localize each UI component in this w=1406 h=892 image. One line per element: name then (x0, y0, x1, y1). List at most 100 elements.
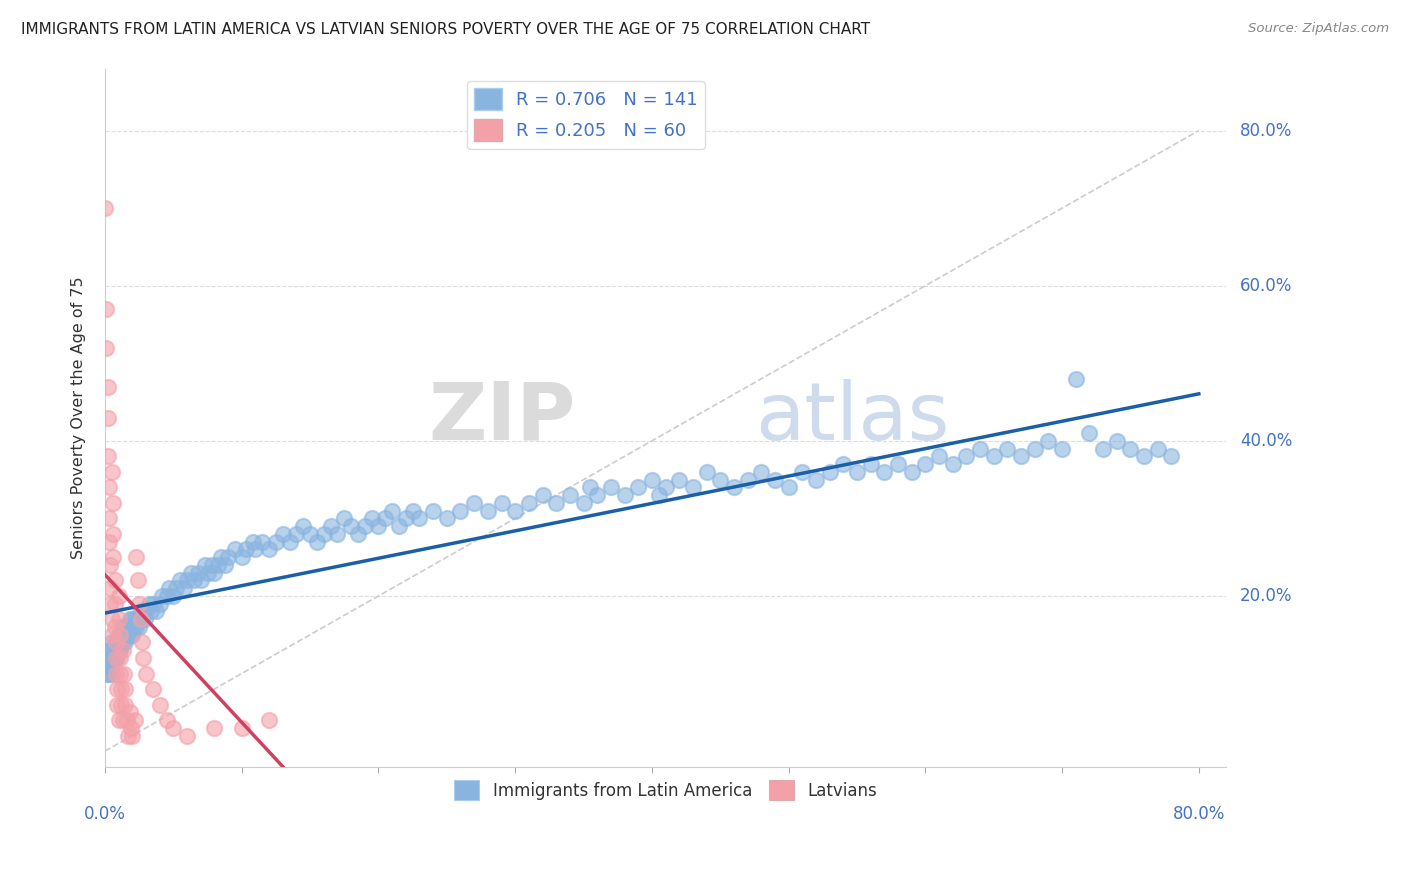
Point (121, 612, 143, 626)
Point (353, 519, 375, 533)
Point (955, 450, 977, 464)
Point (155, 589, 177, 603)
Point (121, 628, 143, 642)
Point (104, 635, 127, 649)
Point (104, 666, 127, 681)
Point (231, 721, 253, 735)
Point (613, 488, 636, 502)
Point (169, 574, 191, 588)
Point (749, 465, 772, 479)
Point (422, 503, 444, 517)
Point (98, 534, 121, 549)
Point (103, 651, 125, 665)
Point (104, 651, 127, 665)
Point (104, 635, 127, 649)
Point (107, 589, 129, 603)
Point (1160, 450, 1182, 464)
Text: 20.0%: 20.0% (1240, 587, 1292, 605)
Point (531, 488, 554, 502)
Point (517, 496, 540, 510)
Point (135, 666, 157, 681)
Point (278, 534, 301, 549)
Point (682, 480, 704, 494)
Point (319, 519, 342, 533)
Point (395, 511, 418, 525)
Point (110, 681, 132, 696)
Point (97, 379, 120, 393)
Point (579, 480, 602, 494)
Point (108, 635, 131, 649)
Point (107, 713, 129, 727)
Point (103, 550, 125, 565)
Point (242, 534, 264, 549)
Point (96, 301, 118, 316)
Point (491, 496, 513, 510)
Point (463, 496, 485, 510)
Point (155, 713, 177, 727)
Point (120, 620, 142, 634)
Point (312, 527, 335, 541)
Point (96, 341, 118, 355)
Point (112, 628, 135, 642)
Point (887, 457, 910, 471)
Point (217, 550, 239, 565)
Point (131, 612, 153, 626)
Point (271, 527, 294, 541)
Point (367, 519, 389, 533)
Text: 60.0%: 60.0% (1240, 277, 1292, 294)
Point (408, 511, 430, 525)
Point (100, 581, 122, 595)
Point (125, 620, 148, 634)
Point (103, 574, 125, 588)
Point (264, 534, 287, 549)
Point (101, 612, 124, 626)
Point (257, 713, 280, 727)
Point (245, 542, 267, 557)
Point (1146, 442, 1168, 456)
Point (107, 628, 129, 642)
Point (149, 597, 172, 611)
Point (1133, 450, 1156, 464)
Point (128, 597, 150, 611)
Point (108, 651, 131, 665)
Point (388, 519, 411, 533)
Point (97, 658, 120, 673)
Point (202, 721, 225, 735)
Point (209, 550, 232, 565)
Point (436, 511, 458, 525)
Point (190, 574, 212, 588)
Point (792, 465, 814, 479)
Point (111, 635, 134, 649)
Point (105, 681, 128, 696)
Point (105, 635, 128, 649)
Point (165, 581, 187, 595)
Point (97, 410, 120, 425)
Point (450, 503, 472, 517)
Point (127, 612, 149, 626)
Point (737, 473, 759, 487)
Point (969, 442, 991, 456)
Point (285, 527, 308, 541)
Point (401, 503, 423, 517)
Point (122, 620, 145, 634)
Point (125, 550, 148, 565)
Point (128, 620, 150, 634)
Point (118, 706, 141, 720)
Point (97, 651, 120, 665)
Point (112, 666, 135, 681)
Point (138, 597, 160, 611)
Point (124, 612, 146, 626)
Legend: Immigrants from Latin America, Latvians: Immigrants from Latin America, Latvians (447, 773, 883, 807)
Point (118, 612, 141, 626)
Point (347, 527, 370, 541)
Point (111, 713, 134, 727)
Point (103, 643, 125, 657)
Text: ZIP: ZIP (429, 378, 576, 457)
Point (586, 488, 609, 502)
Point (942, 457, 965, 471)
Point (103, 658, 125, 673)
Point (110, 635, 132, 649)
Point (599, 480, 621, 494)
Point (176, 729, 198, 743)
Point (121, 729, 143, 743)
